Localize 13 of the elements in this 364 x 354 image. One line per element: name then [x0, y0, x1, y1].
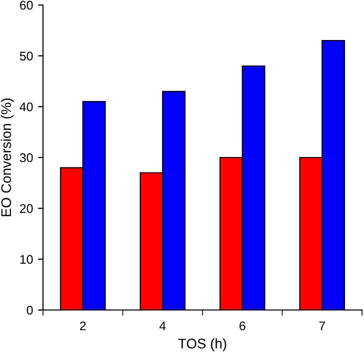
y-tick-label: 40: [20, 102, 33, 112]
y-tick-label: 50: [20, 52, 33, 60]
y-tick-label: 0: [26, 306, 33, 315]
y-axis-title: EO Conversion (%): [0, 98, 14, 216]
y-tick-label: 20: [20, 204, 33, 213]
y-tick-label: 60: [20, 0, 33, 10]
x-tick-label: 7: [319, 322, 325, 330]
x-axis-title: TOS (h): [178, 338, 226, 352]
y-tick-label: 30: [20, 153, 33, 162]
y-tick-label: 10: [20, 254, 33, 264]
x-tick-label: 4: [159, 322, 166, 330]
x-tick-label: 2: [80, 321, 86, 330]
x-tick-label: 6: [240, 321, 246, 330]
